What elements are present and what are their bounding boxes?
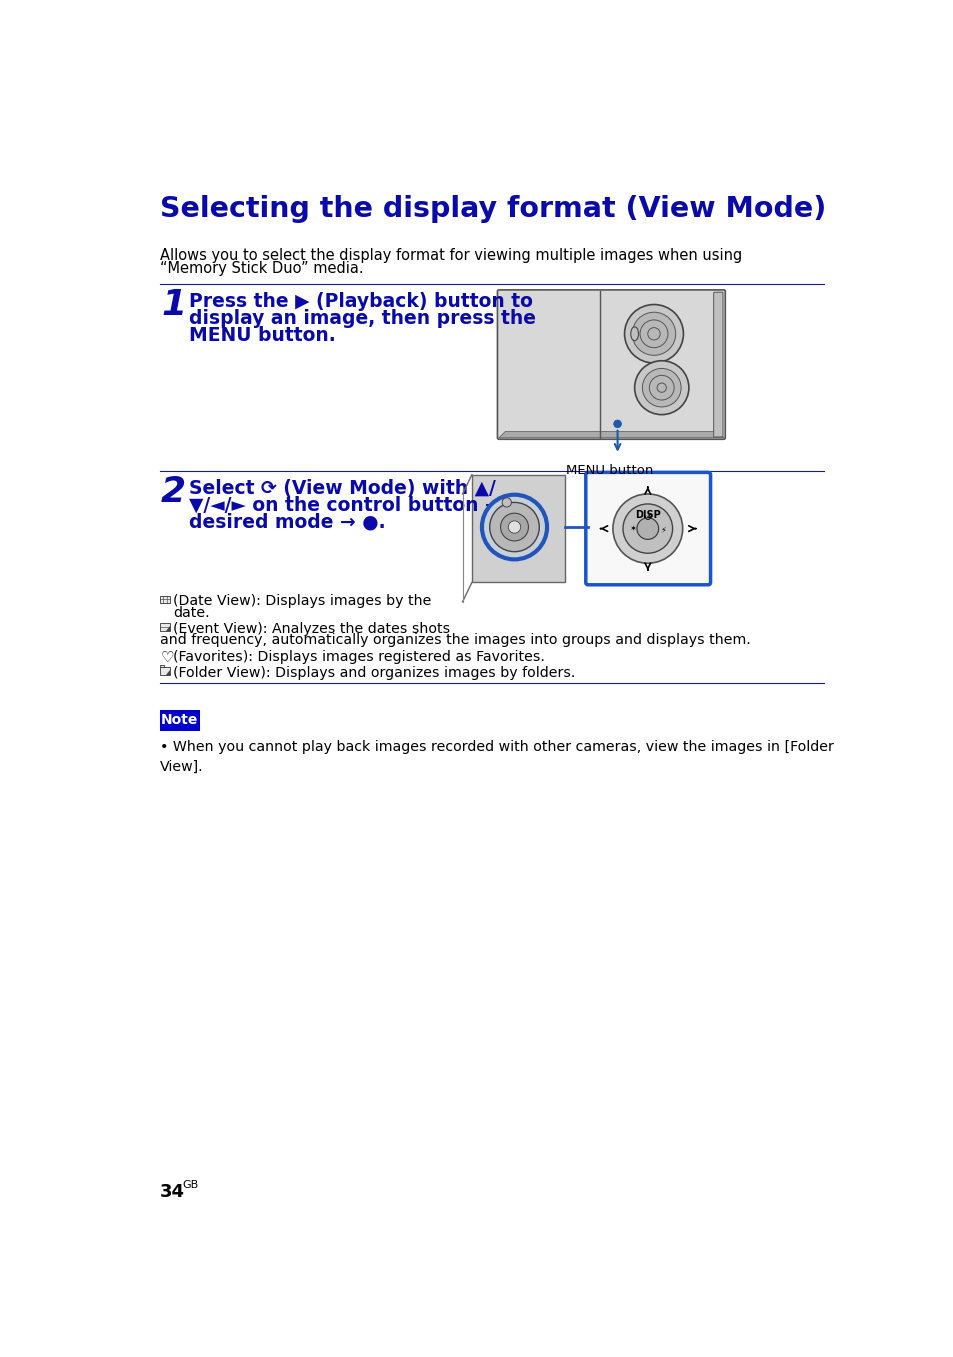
FancyBboxPatch shape: [585, 472, 710, 585]
Circle shape: [508, 521, 520, 533]
Circle shape: [634, 361, 688, 415]
Circle shape: [500, 513, 528, 541]
Circle shape: [641, 369, 680, 407]
Text: 34: 34: [159, 1183, 184, 1201]
Circle shape: [637, 518, 658, 539]
Text: ♡: ♡: [161, 650, 174, 665]
Text: desired mode → ●.: desired mode → ●.: [189, 513, 385, 532]
Text: (Date View): Displays images by the: (Date View): Displays images by the: [173, 594, 432, 608]
FancyBboxPatch shape: [713, 292, 722, 437]
Text: MENU button: MENU button: [565, 464, 653, 476]
Text: 1: 1: [161, 288, 186, 323]
Text: GB: GB: [183, 1181, 199, 1190]
Circle shape: [649, 376, 674, 400]
FancyBboxPatch shape: [159, 710, 199, 731]
FancyBboxPatch shape: [497, 290, 724, 440]
Circle shape: [632, 312, 675, 356]
FancyBboxPatch shape: [159, 665, 164, 668]
Text: • When you cannot play back images recorded with other cameras, view the images : • When you cannot play back images recor…: [159, 741, 833, 773]
Text: (Folder View): Displays and organizes images by folders.: (Folder View): Displays and organizes im…: [173, 666, 576, 680]
Polygon shape: [498, 432, 723, 438]
Polygon shape: [166, 670, 171, 674]
Text: DISP: DISP: [635, 510, 660, 520]
Text: “Memory Stick Duo” media.: “Memory Stick Duo” media.: [159, 262, 363, 277]
Text: Selecting the display format (View Mode): Selecting the display format (View Mode): [159, 195, 825, 223]
Text: ⚡: ⚡: [659, 525, 665, 533]
Text: ↺: ↺: [643, 513, 651, 522]
Text: (Event View): Analyzes the dates shots: (Event View): Analyzes the dates shots: [173, 622, 450, 636]
Text: Note: Note: [161, 714, 198, 727]
Circle shape: [501, 498, 511, 508]
Circle shape: [624, 304, 682, 364]
Circle shape: [612, 494, 682, 563]
Text: ▼/◄/► on the control button →: ▼/◄/► on the control button →: [189, 495, 500, 514]
Text: Press the ▶ (Playback) button to: Press the ▶ (Playback) button to: [189, 292, 533, 311]
Text: display an image, then press the: display an image, then press the: [189, 309, 536, 328]
Text: ✶: ✶: [628, 525, 635, 533]
FancyBboxPatch shape: [472, 475, 564, 582]
Circle shape: [489, 502, 538, 552]
FancyBboxPatch shape: [159, 623, 171, 631]
Text: date.: date.: [173, 605, 210, 620]
Polygon shape: [166, 627, 171, 631]
Circle shape: [639, 320, 667, 347]
Ellipse shape: [630, 327, 638, 341]
Text: and frequency, automatically organizes the images into groups and displays them.: and frequency, automatically organizes t…: [159, 634, 749, 647]
Text: Allows you to select the display format for viewing multiple images when using: Allows you to select the display format …: [159, 247, 741, 262]
Text: Select ⟳ (View Mode) with ▲/: Select ⟳ (View Mode) with ▲/: [189, 479, 496, 498]
Circle shape: [657, 383, 666, 392]
Circle shape: [481, 495, 546, 559]
Circle shape: [622, 503, 672, 554]
Text: MENU button.: MENU button.: [189, 326, 335, 345]
Text: (Favorites): Displays images registered as Favorites.: (Favorites): Displays images registered …: [173, 650, 545, 664]
Circle shape: [613, 421, 620, 427]
Circle shape: [647, 327, 659, 341]
FancyBboxPatch shape: [159, 668, 171, 674]
Text: 2: 2: [161, 475, 186, 509]
FancyBboxPatch shape: [159, 596, 171, 604]
